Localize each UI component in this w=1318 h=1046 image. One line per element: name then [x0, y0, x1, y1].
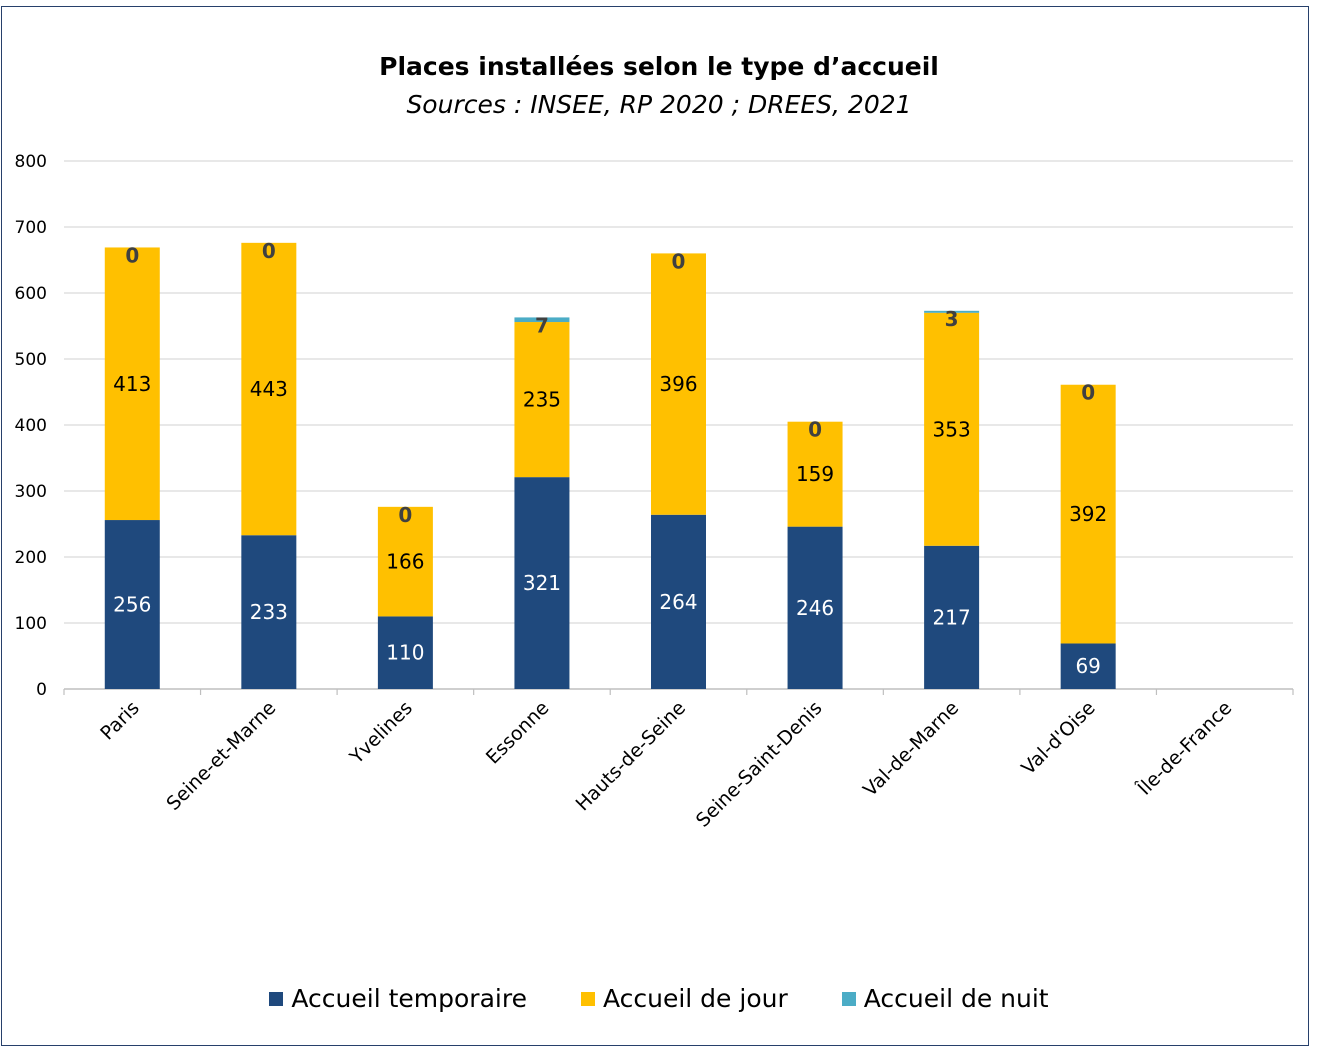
data-label: 0 [1081, 381, 1095, 405]
legend-label-accueil-de-nuit: Accueil de nuit [863, 984, 1049, 1013]
x-tick-label: Paris [96, 697, 144, 745]
data-label: 256 [113, 593, 151, 617]
bar-segment [924, 310, 980, 313]
x-tick-label: Val-d'Oise [1017, 697, 1099, 779]
y-tick-label-0: 0 [36, 680, 47, 700]
data-label: 3 [945, 307, 959, 331]
data-label: 392 [1069, 502, 1107, 526]
data-label: 443 [250, 377, 288, 401]
bar-segment [104, 247, 160, 521]
bar-segment [787, 526, 843, 689]
data-label: 353 [933, 417, 971, 441]
bar-segment [514, 477, 570, 689]
bar-segment [104, 520, 160, 689]
legend-label-accueil-temporaire: Accueil temporaire [291, 984, 527, 1013]
x-tick-label: Île-de-France [1132, 696, 1236, 800]
legend-item-accueil-de-jour: Accueil de jour [580, 984, 788, 1013]
bar-segment [651, 514, 706, 689]
legend-item-accueil-temporaire: Accueil temporaire [269, 984, 527, 1013]
legend-swatch-accueil-de-jour [580, 991, 595, 1006]
chart-legend: Accueil temporaire Accueil de jour Accue… [0, 984, 1318, 1013]
x-tick-label: Hauts-de-Seine [572, 697, 690, 815]
y-tick-label-500: 500 [15, 350, 47, 370]
legend-swatch-accueil-temporaire [269, 991, 284, 1006]
data-label: 0 [808, 418, 822, 442]
chart-subtitle: Sources : INSEE, RP 2020 ; DREES, 2021 [406, 90, 912, 119]
bar-segment [241, 242, 297, 536]
bar-segment [1060, 384, 1116, 644]
y-tick-label-300: 300 [15, 482, 47, 502]
data-label: 233 [250, 600, 288, 624]
data-label: 321 [523, 571, 561, 595]
data-label: 0 [125, 243, 139, 267]
bar-segment [1060, 643, 1116, 689]
y-tick-label-700: 700 [15, 218, 47, 238]
legend-swatch-accueil-de-nuit [841, 991, 856, 1006]
y-tick-label-400: 400 [15, 416, 47, 436]
data-label: 0 [672, 249, 686, 273]
bar-segment [514, 322, 570, 478]
x-tick-label: Yvelines [345, 697, 417, 769]
bar-segment [241, 535, 297, 689]
bar-segment [377, 616, 433, 689]
x-tick-label: Seine-et-Marne [162, 697, 280, 815]
data-label: 69 [1075, 654, 1100, 678]
bar-segment [651, 253, 706, 515]
data-label: 0 [262, 239, 276, 263]
data-label: 264 [659, 590, 697, 614]
stacked-bar-chart: 01002003004005006007008002564130Paris233… [15, 152, 1294, 832]
data-label: 235 [523, 388, 561, 412]
bar-segment [377, 506, 433, 617]
data-label: 217 [933, 605, 971, 629]
data-label: 166 [386, 550, 424, 574]
y-tick-label-800: 800 [15, 152, 47, 172]
legend-item-accueil-de-nuit: Accueil de nuit [841, 984, 1049, 1013]
data-label: 396 [659, 372, 697, 396]
bar-segment [787, 421, 843, 527]
data-label: 110 [386, 641, 424, 665]
data-label: 7 [535, 313, 549, 337]
data-label: 413 [113, 372, 151, 396]
y-tick-label-100: 100 [15, 614, 47, 634]
data-label: 246 [796, 596, 834, 620]
data-label: 0 [398, 503, 412, 527]
legend-label-accueil-de-jour: Accueil de jour [602, 984, 788, 1013]
bar-segment [924, 312, 980, 546]
bar-segment [514, 317, 570, 323]
data-label: 159 [796, 462, 834, 486]
x-tick-label: Essonne [482, 697, 554, 769]
chart-title: Places installées selon le type d’accuei… [379, 52, 939, 81]
x-tick-label: Val-de-Marne [859, 697, 963, 801]
y-tick-label-200: 200 [15, 548, 47, 568]
x-tick-label: Seine-Saint-Denis [692, 697, 827, 832]
bar-segment [924, 545, 980, 689]
y-tick-label-600: 600 [15, 284, 47, 304]
